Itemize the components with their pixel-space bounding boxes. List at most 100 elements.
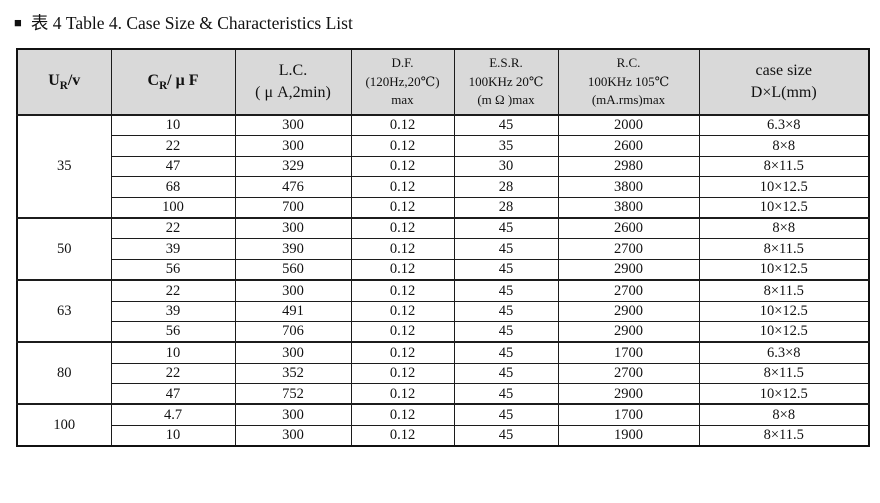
df-cell: 0.12: [350, 155, 455, 178]
esr-cell: 45: [453, 258, 559, 281]
header-row: UR/v CR/ μ F L.C. ( μ A,2min) D.F. (120H…: [16, 48, 870, 116]
df-cell: 0.12: [350, 362, 455, 385]
voltage-cell: 80: [16, 341, 112, 405]
lc-cell: 491: [234, 300, 352, 322]
header-cr-post: / μ F: [167, 71, 199, 89]
voltage-cell: 100: [16, 403, 112, 447]
case-size-cell: 6.3×8: [698, 114, 870, 137]
capacitance-cell: 22: [110, 135, 236, 157]
rc-cell: 3800: [557, 196, 700, 219]
header-rated-voltage: UR/v: [16, 48, 112, 116]
rc-cell: 2000: [557, 114, 700, 137]
capacitance-cell: 4.7: [110, 403, 236, 426]
lc-cell: 300: [234, 424, 352, 447]
table-row: 39 390 0.12 45 2700 8×11.5: [17, 238, 870, 260]
header-case-line2: D×L(mm): [750, 84, 817, 101]
header-rc-line1: R.C.: [616, 54, 641, 70]
esr-cell: 45: [453, 238, 559, 260]
esr-cell: 45: [453, 114, 559, 137]
header-esr-line3: (m Ω )max: [477, 92, 535, 108]
rc-cell: 2700: [557, 362, 700, 385]
capacitance-cell: 100: [110, 196, 236, 219]
header-esr: E.S.R. 100KHz 20℃ (m Ω )max: [453, 48, 559, 116]
table-row: 47 752 0.12 45 2900 10×12.5: [17, 383, 870, 405]
table-row: 22 300 0.12 35 2600 8×8: [17, 135, 870, 157]
voltage-cell: 63: [16, 279, 112, 343]
case-size-cell: 6.3×8: [698, 341, 870, 364]
case-size-characteristics-table: UR/v CR/ μ F L.C. ( μ A,2min) D.F. (120H…: [16, 48, 870, 448]
rc-cell: 2900: [557, 300, 700, 322]
table-row: 80 10 300 0.12 45 1700 6.3×8: [16, 341, 870, 405]
esr-cell: 45: [453, 403, 559, 426]
rc-cell: 2600: [557, 216, 700, 240]
header-ripple-current: R.C. 100KHz 105℃ (mA.rms)max: [557, 48, 700, 116]
voltage-cell: 50: [16, 216, 112, 281]
rc-cell: 2700: [557, 279, 700, 302]
df-cell: 0.12: [350, 341, 455, 364]
case-size-cell: 8×8: [698, 135, 870, 157]
case-size-cell: 8×11.5: [698, 155, 870, 178]
header-esr-line2: 100KHz 20℃: [468, 73, 544, 89]
case-size-cell: 8×11.5: [698, 362, 870, 385]
case-size-cell: 10×12.5: [698, 320, 870, 343]
lc-cell: 329: [234, 155, 352, 178]
header-esr-line1: E.S.R.: [489, 54, 523, 70]
df-cell: 0.12: [350, 176, 455, 198]
esr-cell: 45: [453, 300, 559, 322]
rc-cell: 1700: [557, 403, 700, 426]
df-cell: 0.12: [350, 216, 455, 240]
case-size-cell: 10×12.5: [698, 258, 870, 281]
lc-cell: 476: [234, 176, 352, 198]
df-cell: 0.12: [350, 279, 455, 302]
capacitance-cell: 22: [110, 216, 236, 240]
case-size-cell: 10×12.5: [698, 383, 870, 405]
esr-cell: 45: [453, 216, 559, 240]
header-leakage-current: L.C. ( μ A,2min): [234, 48, 352, 116]
header-ur-post: /v: [67, 71, 81, 89]
table-row: 63 22 300 0.12 45 2700 8×11.5: [16, 279, 870, 343]
lc-cell: 700: [234, 196, 352, 219]
capacitance-cell: 47: [110, 155, 236, 178]
lc-cell: 706: [234, 320, 352, 343]
table-row: 10 300 0.12 45 1900 8×11.5: [17, 424, 870, 447]
rc-cell: 1700: [557, 341, 700, 364]
df-cell: 0.12: [350, 424, 455, 447]
df-cell: 0.12: [350, 238, 455, 260]
capacitance-cell: 47: [110, 383, 236, 405]
df-cell: 0.12: [350, 135, 455, 157]
lc-cell: 352: [234, 362, 352, 385]
table-row: 56 560 0.12 45 2900 10×12.5: [17, 258, 870, 281]
table-row: 56 706 0.12 45 2900 10×12.5: [17, 320, 870, 343]
esr-cell: 45: [453, 424, 559, 447]
case-size-cell: 8×11.5: [698, 238, 870, 260]
table-row: 39 491 0.12 45 2900 10×12.5: [17, 300, 870, 322]
case-size-cell: 8×8: [698, 403, 870, 426]
esr-cell: 45: [453, 362, 559, 385]
header-lc-line2: ( μ A,2min): [255, 84, 331, 101]
capacitance-cell: 10: [110, 114, 236, 137]
header-ur-sub: R: [59, 80, 68, 93]
lc-cell: 300: [234, 403, 352, 426]
lc-cell: 300: [234, 114, 352, 137]
lc-cell: 300: [234, 135, 352, 157]
capacitance-cell: 39: [110, 238, 236, 260]
lc-cell: 752: [234, 383, 352, 405]
esr-cell: 45: [453, 320, 559, 343]
header-ur-pre: U: [48, 71, 60, 89]
header-lc-line1: L.C.: [278, 62, 308, 80]
df-cell: 0.12: [350, 403, 455, 426]
capacitance-cell: 39: [110, 300, 236, 322]
df-cell: 0.12: [350, 114, 455, 137]
lc-cell: 300: [234, 279, 352, 302]
rc-cell: 2900: [557, 383, 700, 405]
header-cr-pre: C: [147, 71, 160, 89]
case-size-cell: 8×8: [698, 216, 870, 240]
rc-cell: 2900: [557, 320, 700, 343]
df-cell: 0.12: [350, 320, 455, 343]
rc-cell: 2700: [557, 238, 700, 260]
esr-cell: 45: [453, 383, 559, 405]
table-row: 35 10 300 0.12 45 2000 6.3×8: [16, 114, 870, 219]
esr-cell: 45: [453, 279, 559, 302]
esr-cell: 28: [453, 196, 559, 219]
